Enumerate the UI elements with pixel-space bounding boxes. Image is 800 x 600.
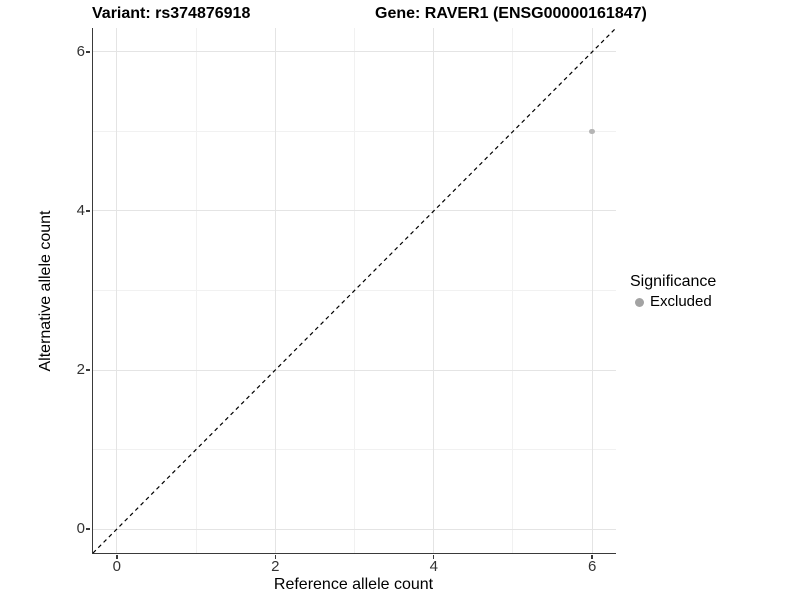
identity-line: [92, 27, 617, 554]
legend-point-icon: [635, 297, 644, 307]
y-minor-gridline: [93, 449, 616, 451]
x-tick-label: 6: [588, 558, 597, 575]
y-tick-mark: [85, 210, 90, 212]
y-tick-label: 6: [76, 42, 85, 60]
y-tick-mark: [85, 51, 90, 53]
gene-title: Gene: RAVER1 (ENSG00000161847): [375, 5, 647, 22]
x-tick-mark: [591, 554, 593, 559]
y-tick-label: 2: [76, 361, 85, 379]
x-tick-label: 4: [429, 558, 438, 575]
y-tick-label: 0: [76, 520, 85, 538]
x-tick-mark: [274, 554, 276, 559]
y-axis-title: Alternative allele count: [37, 210, 54, 372]
legend-item-excluded: Excluded: [630, 293, 716, 311]
legend: Significance Excluded: [630, 272, 716, 311]
legend-item-label: Excluded: [650, 293, 712, 310]
plot-panel: 0 2 4 6 0 2 4 6: [77, 27, 617, 575]
y-tick-label: 4: [76, 201, 85, 219]
y-major-gridline: [93, 210, 616, 212]
y-major-gridline: [93, 528, 616, 530]
y-tick-mark: [85, 528, 90, 530]
y-major-gridline: [93, 51, 616, 53]
x-axis-title: Reference allele count: [273, 576, 434, 593]
x-tick-mark: [432, 554, 435, 559]
x-major-gridline: [591, 28, 593, 553]
x-major-gridline: [274, 28, 276, 553]
x-tick-label: 2: [271, 558, 280, 575]
y-tick-mark: [85, 369, 90, 371]
variant-title: Variant: rs374876918: [92, 5, 251, 22]
y-minor-gridline: [93, 130, 616, 132]
y-major-gridline: [93, 369, 616, 371]
x-tick-label: 0: [112, 558, 121, 575]
legend-title: Significance: [630, 273, 717, 290]
x-major-gridline: [116, 28, 118, 553]
data-point: [589, 128, 595, 135]
x-tick-mark: [116, 554, 118, 559]
x-major-gridline: [433, 28, 435, 553]
